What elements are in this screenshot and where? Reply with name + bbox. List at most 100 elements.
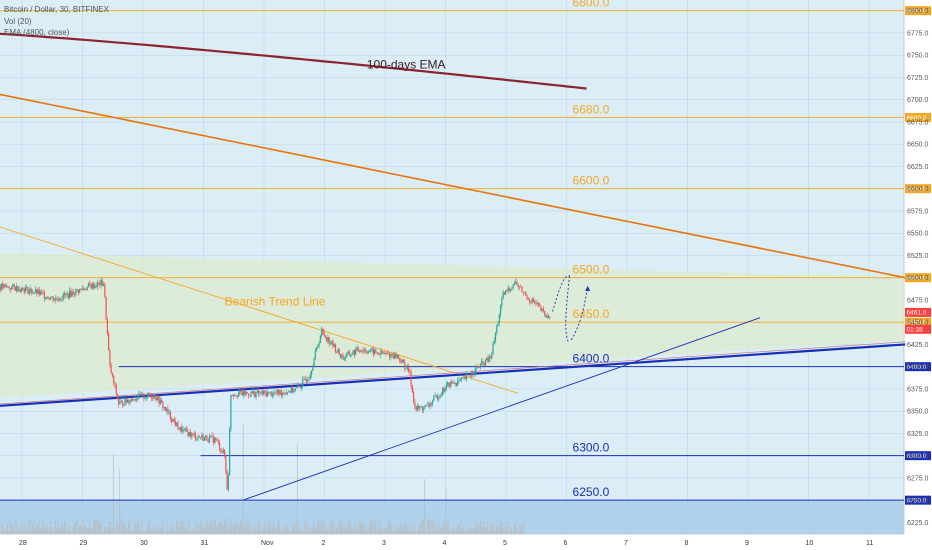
- candle-down: [323, 331, 325, 336]
- candle-down: [109, 350, 111, 365]
- candle-down: [299, 386, 301, 388]
- legend-volume: Vol (20): [4, 17, 32, 26]
- candle-up: [172, 418, 174, 422]
- candle-up: [352, 350, 354, 355]
- candle-down: [286, 392, 289, 394]
- candle-down: [472, 371, 474, 375]
- volume-bar: [78, 525, 80, 534]
- candle-down: [187, 431, 189, 437]
- volume-bar: [264, 522, 266, 534]
- candle-up: [496, 325, 498, 333]
- volume-bar: [94, 519, 95, 534]
- y-tick-label-15: 6600.0: [907, 186, 929, 193]
- level-tag-3: 6500.0: [907, 275, 927, 282]
- volume-bar: [12, 526, 13, 534]
- volume-bar: [36, 526, 37, 534]
- level-tag-bg-5: [905, 362, 931, 372]
- candle-up: [518, 286, 521, 288]
- volume-bar: [194, 531, 196, 534]
- volume-bar: [405, 522, 407, 534]
- range-zone: [0, 252, 904, 398]
- candle-up: [119, 401, 121, 405]
- volume-bar: [120, 518, 122, 534]
- trend-lines: [0, 32, 906, 501]
- volume-bar: [449, 531, 451, 534]
- candle-up: [71, 291, 73, 297]
- volume-bar: [468, 527, 470, 534]
- volume-bar: [455, 528, 457, 534]
- volume-bar: [462, 530, 463, 534]
- volume-bar: [172, 525, 174, 534]
- candle-up: [237, 393, 240, 397]
- volume-bar: [67, 528, 69, 534]
- volume-bar: [270, 523, 272, 534]
- volume-bar: [517, 531, 519, 534]
- volume-bar: [124, 523, 126, 534]
- level-tag-0: 6800.0: [907, 8, 927, 15]
- candle-down: [149, 395, 151, 397]
- volume-bar: [131, 531, 133, 534]
- volume-bar: [91, 528, 93, 534]
- time-axis: 28 29 30 31 Nov 2 3 4 5 6 7 8 9 10 11: [19, 540, 873, 547]
- volume-bar: [130, 528, 132, 534]
- volume-bar: [210, 519, 211, 534]
- volume-bar: [386, 527, 388, 534]
- candle-down: [106, 319, 108, 334]
- volume-bar: [431, 524, 433, 534]
- volume-bar: [523, 520, 525, 534]
- candle-down: [430, 402, 432, 405]
- candle-up: [435, 395, 437, 397]
- volume-bar: [303, 530, 305, 534]
- volume-bar: [42, 518, 44, 534]
- candle-down: [336, 351, 338, 353]
- volume-bar: [165, 531, 167, 534]
- support-zone: [0, 500, 904, 534]
- candle-up: [347, 351, 349, 354]
- bearish-trend-line: [0, 226, 519, 394]
- candle-up: [447, 382, 449, 385]
- candle-up: [474, 367, 476, 375]
- candle-down: [402, 359, 405, 363]
- volume-bar: [47, 527, 49, 534]
- candle-up: [442, 387, 444, 396]
- volume-bar: [196, 523, 197, 534]
- candle-down: [77, 289, 80, 293]
- candle-up: [497, 323, 499, 326]
- candle-up: [424, 405, 426, 409]
- candle-up: [445, 384, 447, 390]
- candle-down: [377, 352, 379, 355]
- volume-bar: [467, 529, 468, 534]
- volume-bar: [497, 526, 499, 534]
- candle-up: [321, 328, 323, 336]
- volume-bar: [440, 526, 442, 534]
- volume-bar: [168, 530, 170, 534]
- volume-bar: [283, 525, 284, 534]
- volume-bar: [128, 520, 129, 534]
- candle-down: [264, 390, 266, 393]
- volume-bar: [451, 530, 453, 534]
- candle-up: [39, 291, 42, 295]
- volume-bar: [472, 530, 473, 534]
- volume-bar: [73, 522, 75, 534]
- y-tick-label-13: 6550.0: [907, 231, 929, 238]
- volume-bar: [2, 524, 3, 534]
- volume-bar: [512, 531, 514, 534]
- volume-bar: [298, 526, 300, 534]
- y-tick-label-11: 6500.0: [907, 275, 929, 282]
- volume-bar: [343, 528, 345, 534]
- volume-bar: [300, 526, 302, 534]
- candle-up: [58, 299, 61, 301]
- candle-up: [549, 316, 551, 318]
- volume-bar: [235, 521, 237, 534]
- volume-bar: [422, 519, 424, 534]
- volume-bar: [157, 531, 158, 534]
- candle-down: [450, 381, 453, 384]
- candle-down: [292, 386, 294, 392]
- y-tick-label-2: 6275.0: [907, 475, 929, 482]
- volume-bar: [211, 522, 213, 534]
- volume-bar: [404, 523, 405, 534]
- volume-bar: [382, 528, 384, 534]
- candle-down: [186, 428, 188, 432]
- volume-bar: [70, 530, 71, 534]
